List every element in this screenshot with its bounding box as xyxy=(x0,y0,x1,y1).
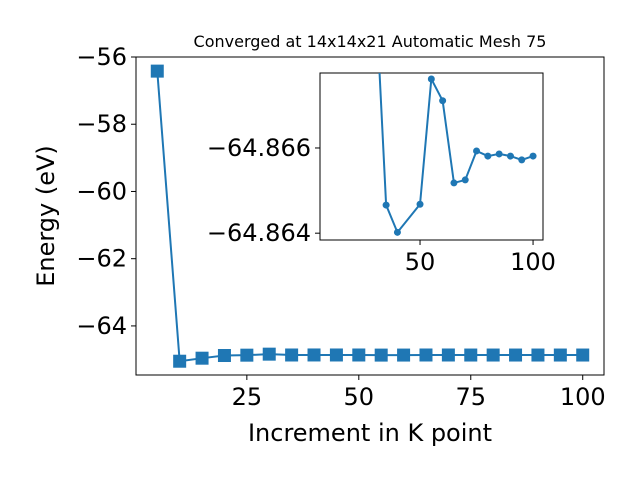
y-tick-label: −56 xyxy=(76,43,127,71)
marker xyxy=(397,348,411,362)
line xyxy=(156,71,583,363)
x-tick-label: 100 xyxy=(510,248,556,276)
x-tick-label: 50 xyxy=(405,248,436,276)
marker xyxy=(352,348,366,362)
y-tick-label: −58 xyxy=(76,110,127,138)
y-axis-label: Energy (eV) xyxy=(32,145,60,287)
x-tick-label: 25 xyxy=(232,383,263,411)
marker xyxy=(509,348,523,362)
marker xyxy=(173,354,187,368)
marker xyxy=(441,348,455,362)
series xyxy=(378,73,537,236)
marker xyxy=(506,152,514,160)
marker xyxy=(484,152,492,160)
x-tick-label: 75 xyxy=(455,383,486,411)
marker xyxy=(495,150,503,158)
y-tick-label: −60 xyxy=(76,177,127,205)
x-tick-label: 100 xyxy=(560,383,606,411)
x-axis-label: Increment in K point xyxy=(248,419,492,447)
marker xyxy=(439,97,447,105)
marker xyxy=(473,147,481,155)
marker xyxy=(217,349,231,363)
marker xyxy=(461,176,469,184)
marker xyxy=(529,152,537,160)
marker xyxy=(374,348,388,362)
series xyxy=(150,64,590,368)
marker xyxy=(307,348,321,362)
marker xyxy=(393,228,401,236)
marker xyxy=(486,348,500,362)
marker xyxy=(553,348,567,362)
marker xyxy=(240,348,254,362)
marker xyxy=(285,348,299,362)
marker xyxy=(576,348,590,362)
marker xyxy=(427,75,435,83)
y-tick-label: −64.864 xyxy=(207,219,311,247)
chart-title: Converged at 14x14x21 Automatic Mesh 75 xyxy=(194,32,547,51)
marker xyxy=(416,200,424,208)
y-tick-label: −64 xyxy=(76,312,127,340)
marker xyxy=(419,348,433,362)
plot-frame xyxy=(319,72,544,241)
marker xyxy=(464,348,478,362)
y-tick-label: −64.866 xyxy=(207,134,311,162)
marker xyxy=(150,64,164,78)
x-tick-label: 50 xyxy=(344,383,375,411)
plot-frame xyxy=(135,56,605,376)
marker xyxy=(329,348,343,362)
marker xyxy=(531,348,545,362)
marker xyxy=(450,179,458,187)
marker xyxy=(262,347,276,361)
marker xyxy=(518,156,526,164)
marker xyxy=(382,201,390,209)
marker xyxy=(195,351,209,365)
y-tick-label: −62 xyxy=(76,245,127,273)
